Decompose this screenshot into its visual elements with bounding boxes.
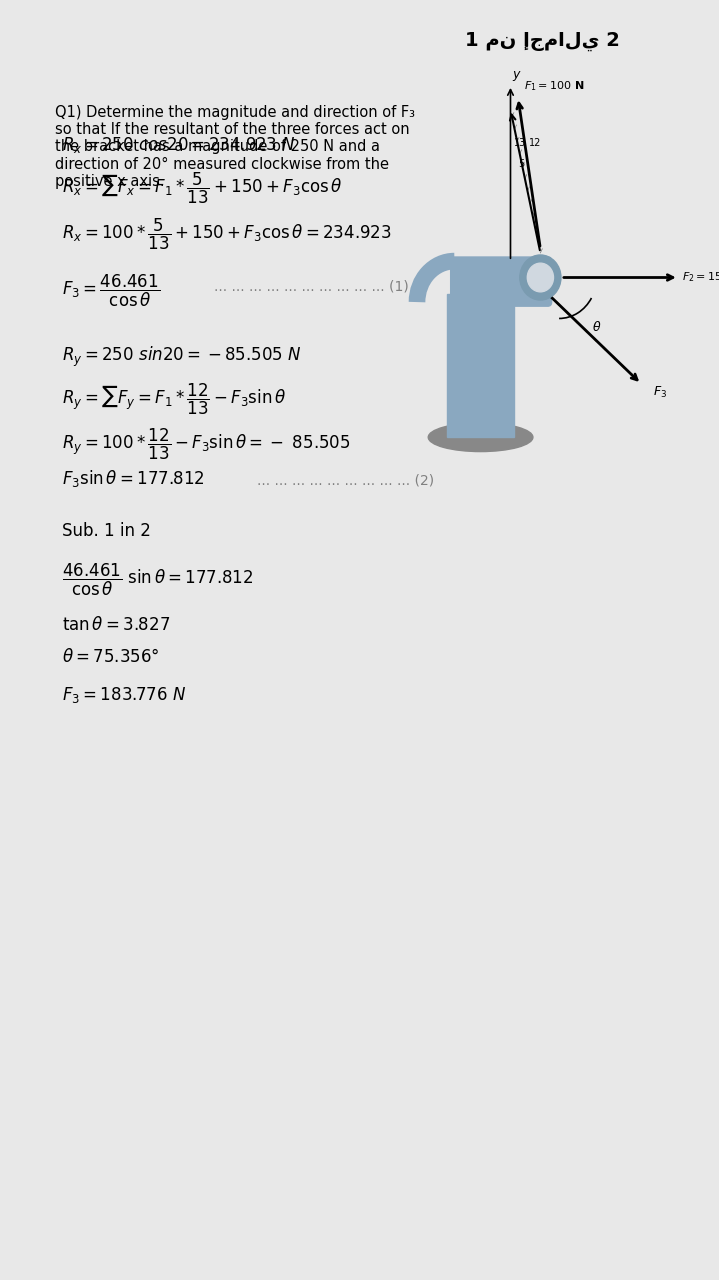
Text: y: y [513, 68, 520, 81]
Text: $F_1 = 100$ N: $F_1 = 100$ N [523, 79, 585, 93]
Text: $R_x = 100 * \dfrac{5}{13} + 150 + F_3 \cos\theta = 234.923$: $R_x = 100 * \dfrac{5}{13} + 150 + F_3 \… [62, 216, 391, 252]
Text: ... ... ... ... ... ... ... ... ... (2): ... ... ... ... ... ... ... ... ... (2) [257, 474, 434, 488]
Text: $R_x = \sum F_x = F_1 * \dfrac{5}{13} + 150 + F_3 \cos\theta$: $R_x = \sum F_x = F_1 * \dfrac{5}{13} + … [62, 170, 342, 206]
Text: $\tan\theta = 3.827$: $\tan\theta = 3.827$ [62, 616, 170, 634]
Text: $F_3 = 183.776\ N$: $F_3 = 183.776\ N$ [62, 685, 186, 704]
Text: $R_y = 250\ \mathit{sin}20 = -85.505\ N$: $R_y = 250\ \mathit{sin}20 = -85.505\ N$ [62, 346, 302, 370]
Text: 12: 12 [528, 138, 541, 148]
Text: Sub. 1 in 2: Sub. 1 in 2 [62, 522, 151, 540]
Text: $F_3$: $F_3$ [653, 385, 667, 399]
Text: 13: 13 [513, 138, 526, 148]
Text: $F_2 = 150$: $F_2 = 150$ [682, 270, 719, 284]
Text: $F_3 \sin\theta = 177.812$: $F_3 \sin\theta = 177.812$ [62, 468, 205, 489]
Text: ... ... ... ... ... ... ... ... ... ... (1): ... ... ... ... ... ... ... ... ... ... … [214, 279, 408, 293]
Circle shape [527, 264, 554, 292]
Text: $F_3 = \dfrac{46.461}{\cos\theta}$: $F_3 = \dfrac{46.461}{\cos\theta}$ [62, 273, 160, 310]
Text: $\dfrac{46.461}{\cos\theta}\ \sin\theta = 177.812$: $\dfrac{46.461}{\cos\theta}\ \sin\theta … [62, 562, 253, 598]
FancyBboxPatch shape [451, 257, 551, 306]
Circle shape [520, 255, 561, 300]
Ellipse shape [429, 422, 533, 452]
Text: 5: 5 [518, 159, 525, 169]
Text: $R_y = \sum F_y = F_1 * \dfrac{12}{13} - F_3 \sin\theta$: $R_y = \sum F_y = F_1 * \dfrac{12}{13} -… [62, 381, 286, 416]
Text: Q1) Determine the magnitude and direction of F₃
so that If the resultant of the : Q1) Determine the magnitude and directio… [55, 105, 415, 189]
Text: $\theta$: $\theta$ [592, 320, 601, 334]
Bar [447, 294, 514, 438]
Text: $\theta = 75.356°$: $\theta = 75.356°$ [62, 649, 160, 667]
Text: $R_x = 250\ \mathit{cos}20 = 234.923\ N$: $R_x = 250\ \mathit{cos}20 = 234.923\ N$ [62, 134, 296, 155]
Text: 1 من إجمالي 2: 1 من إجمالي 2 [465, 32, 620, 51]
Text: $R_y = 100 * \dfrac{12}{13} - F_3 \sin\theta = -\ 85.505$: $R_y = 100 * \dfrac{12}{13} - F_3 \sin\t… [62, 428, 350, 462]
